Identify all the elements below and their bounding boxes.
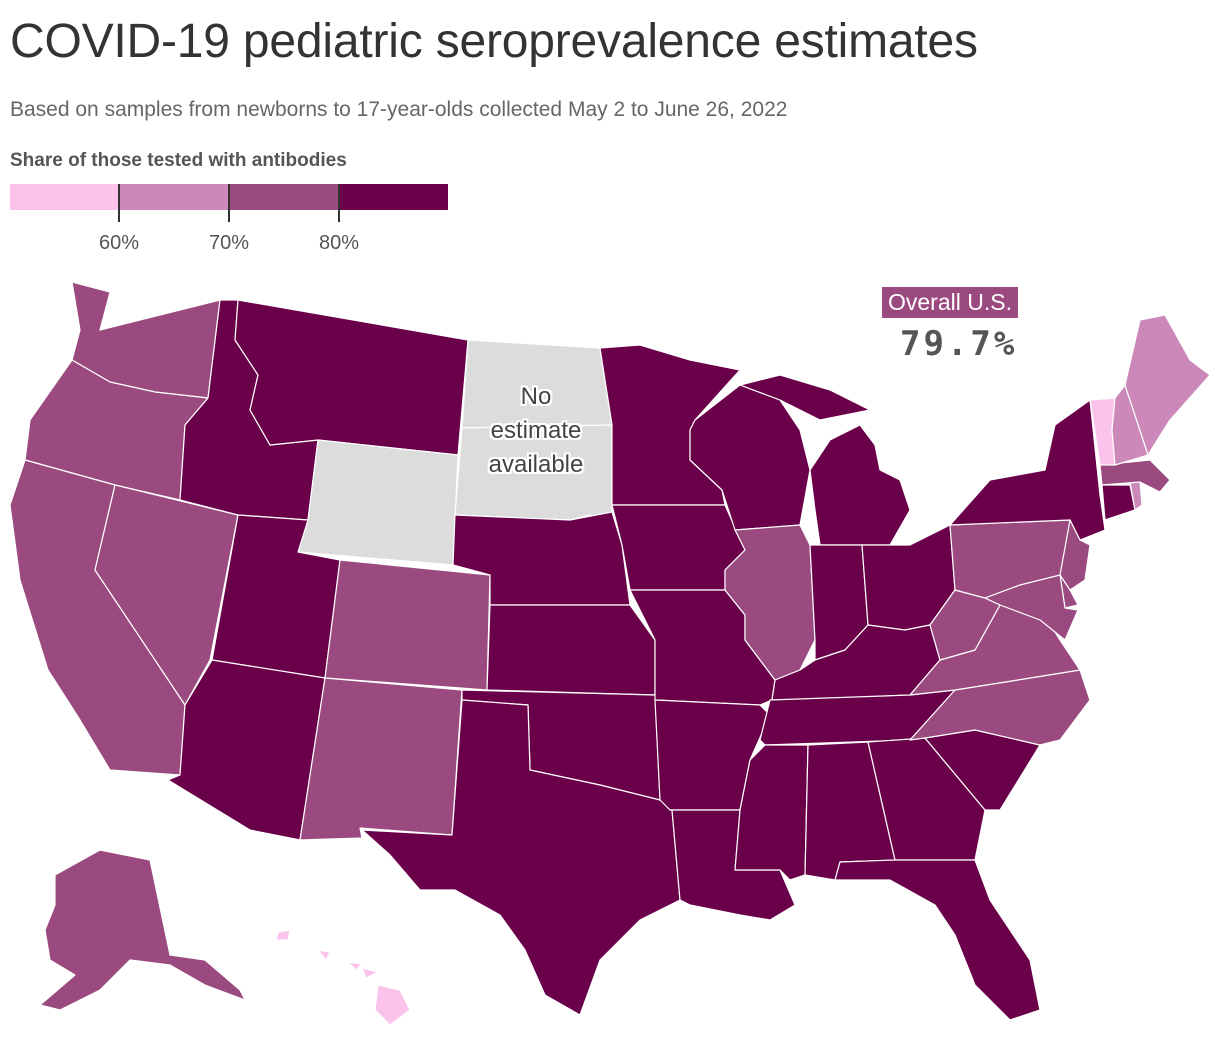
no-estimate-line-3: available (488, 451, 584, 478)
state-NH[interactable] (1111, 384, 1149, 466)
legend-label-70: 70% (208, 232, 250, 254)
state-CT[interactable] (1101, 484, 1136, 521)
state-TX[interactable] (361, 699, 681, 1016)
state-WY[interactable] (297, 439, 459, 566)
legend-swatch-4 (338, 184, 448, 210)
no-estimate-annotation: No estimate available (466, 380, 606, 482)
legend-swatch-2 (119, 184, 229, 210)
legend-label-60: 60% (98, 232, 140, 254)
legend-color-scale (10, 184, 448, 210)
legend-title: Share of those tested with antibodies (10, 150, 347, 171)
legend-tick-60 (118, 184, 120, 222)
state-KS[interactable] (486, 604, 656, 696)
legend-tick-70 (228, 184, 230, 222)
state-MT[interactable] (234, 299, 469, 456)
chart-title: COVID-19 pediatric seroprevalence estima… (10, 15, 978, 68)
state-HI[interactable] (275, 929, 411, 1026)
legend-swatch-1 (10, 184, 120, 210)
state-MI[interactable] (739, 374, 911, 546)
state-FL[interactable] (834, 859, 1041, 1021)
state-CO[interactable] (324, 559, 491, 691)
state-NY[interactable] (949, 399, 1106, 541)
legend-label-80: 80% (318, 232, 360, 254)
state-MA[interactable] (1099, 459, 1171, 493)
overall-us-label: Overall U.S. (882, 287, 1018, 318)
state-MD[interactable] (984, 574, 1079, 641)
state-ME[interactable] (1124, 314, 1211, 456)
state-NM[interactable] (299, 677, 463, 841)
no-estimate-line-1: No (520, 383, 552, 410)
chart-subtitle: Based on samples from newborns to 17-yea… (10, 98, 788, 121)
state-AK[interactable] (39, 849, 246, 1011)
legend-swatch-3 (229, 184, 339, 210)
overall-us-value: 79.7% (900, 324, 1018, 364)
no-estimate-line-2: estimate (490, 417, 582, 444)
state-IL[interactable] (724, 524, 816, 681)
legend-tick-80 (338, 184, 340, 222)
